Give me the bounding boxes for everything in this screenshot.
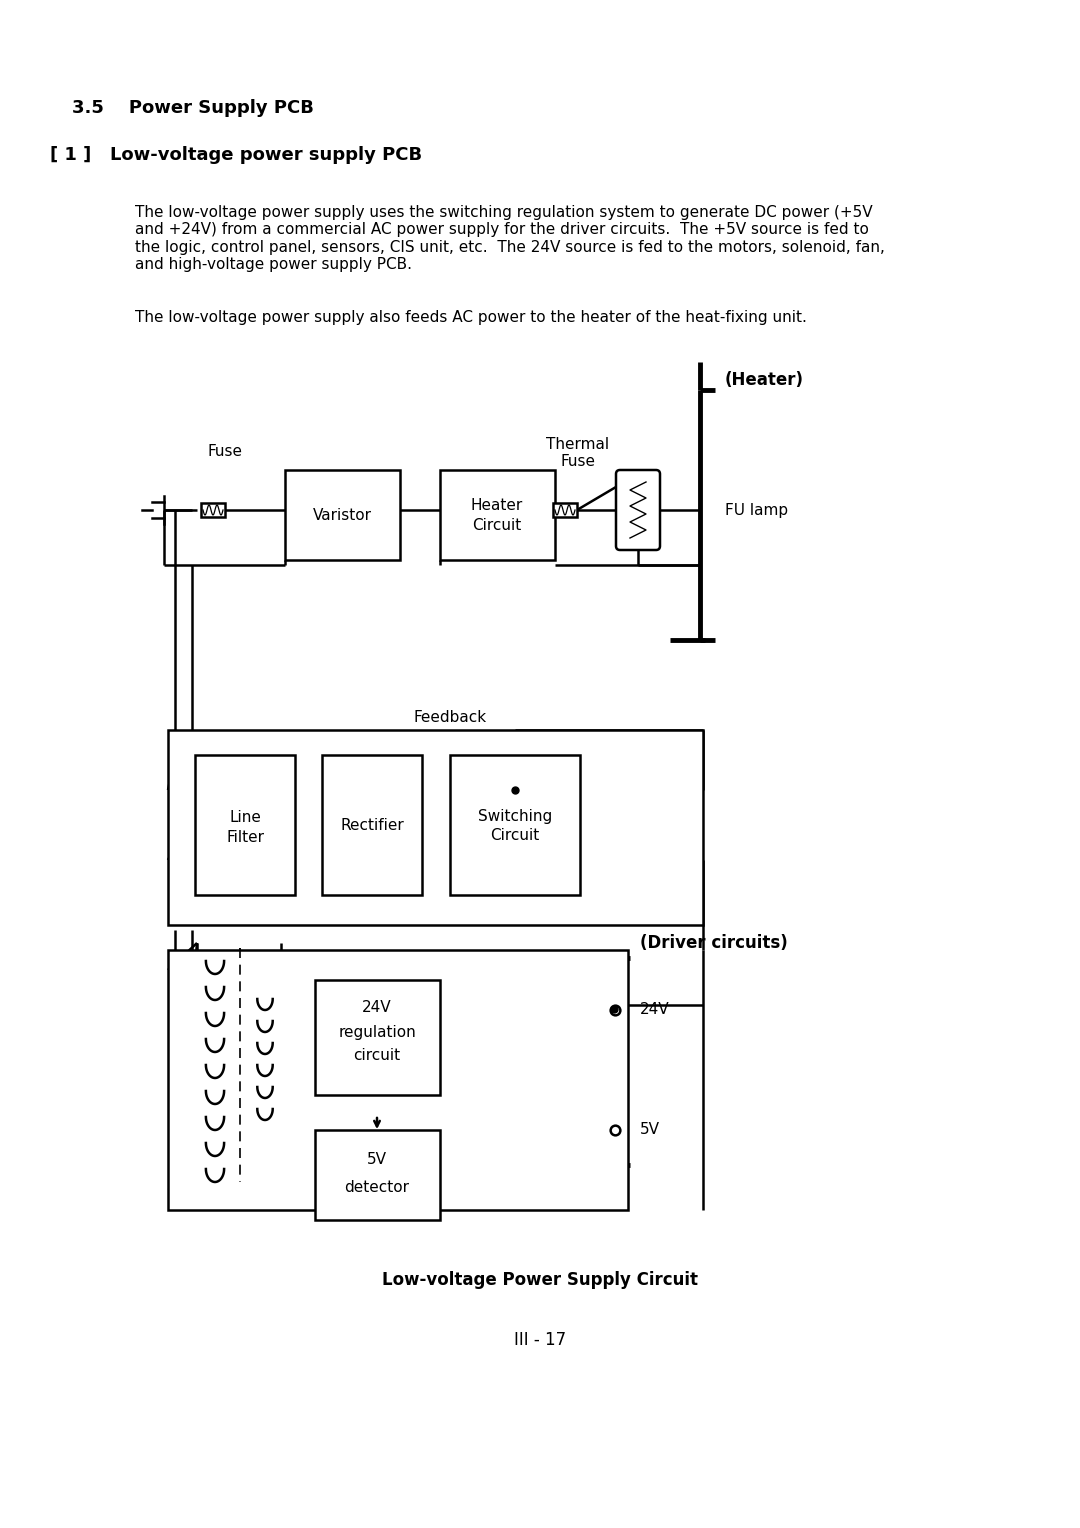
- Bar: [201, 503, 225, 516]
- Text: regulation: regulation: [338, 1024, 416, 1039]
- Bar: [285, 471, 400, 559]
- Text: Circuit: Circuit: [490, 828, 540, 843]
- Bar: [315, 1131, 440, 1219]
- Text: Switching: Switching: [477, 808, 552, 824]
- Text: Fuse: Fuse: [207, 445, 243, 460]
- Bar: [553, 503, 577, 516]
- Text: Low-voltage Power Supply Circuit: Low-voltage Power Supply Circuit: [382, 1271, 698, 1290]
- Text: Rectifier: Rectifier: [340, 817, 404, 833]
- Bar: [322, 755, 422, 895]
- Text: Circuit: Circuit: [472, 518, 522, 532]
- Text: circuit: circuit: [353, 1048, 401, 1063]
- Text: 24V: 24V: [640, 1002, 670, 1018]
- Text: 3.5    Power Supply PCB: 3.5 Power Supply PCB: [72, 99, 314, 118]
- Text: The low-voltage power supply uses the switching regulation system to generate DC: The low-voltage power supply uses the sw…: [135, 205, 885, 272]
- Text: III - 17: III - 17: [514, 1331, 566, 1349]
- FancyBboxPatch shape: [616, 471, 660, 550]
- Text: detector: detector: [345, 1181, 409, 1195]
- Text: Heater: Heater: [471, 498, 523, 512]
- Text: (Driver circuits): (Driver circuits): [640, 934, 787, 952]
- Text: 5V: 5V: [367, 1152, 387, 1167]
- Text: 24V: 24V: [362, 1001, 392, 1016]
- Bar: [440, 471, 555, 559]
- Text: The low-voltage power supply also feeds AC power to the heater of the heat-fixin: The low-voltage power supply also feeds …: [135, 310, 807, 325]
- Text: Feedback: Feedback: [414, 711, 487, 726]
- Bar: [168, 950, 627, 1210]
- Text: Line: Line: [229, 810, 261, 825]
- Text: Varistor: Varistor: [312, 507, 372, 523]
- Text: FU lamp: FU lamp: [725, 503, 788, 518]
- Bar: [315, 979, 440, 1096]
- Bar: [450, 755, 580, 895]
- Text: [ 1 ]   Low-voltage power supply PCB: [ 1 ] Low-voltage power supply PCB: [50, 147, 422, 163]
- Text: (Heater): (Heater): [725, 371, 804, 390]
- Text: Thermal
Fuse: Thermal Fuse: [546, 437, 609, 469]
- Text: 5V: 5V: [640, 1123, 660, 1137]
- Bar: [195, 755, 295, 895]
- Bar: [168, 730, 703, 924]
- Text: Filter: Filter: [226, 830, 264, 845]
